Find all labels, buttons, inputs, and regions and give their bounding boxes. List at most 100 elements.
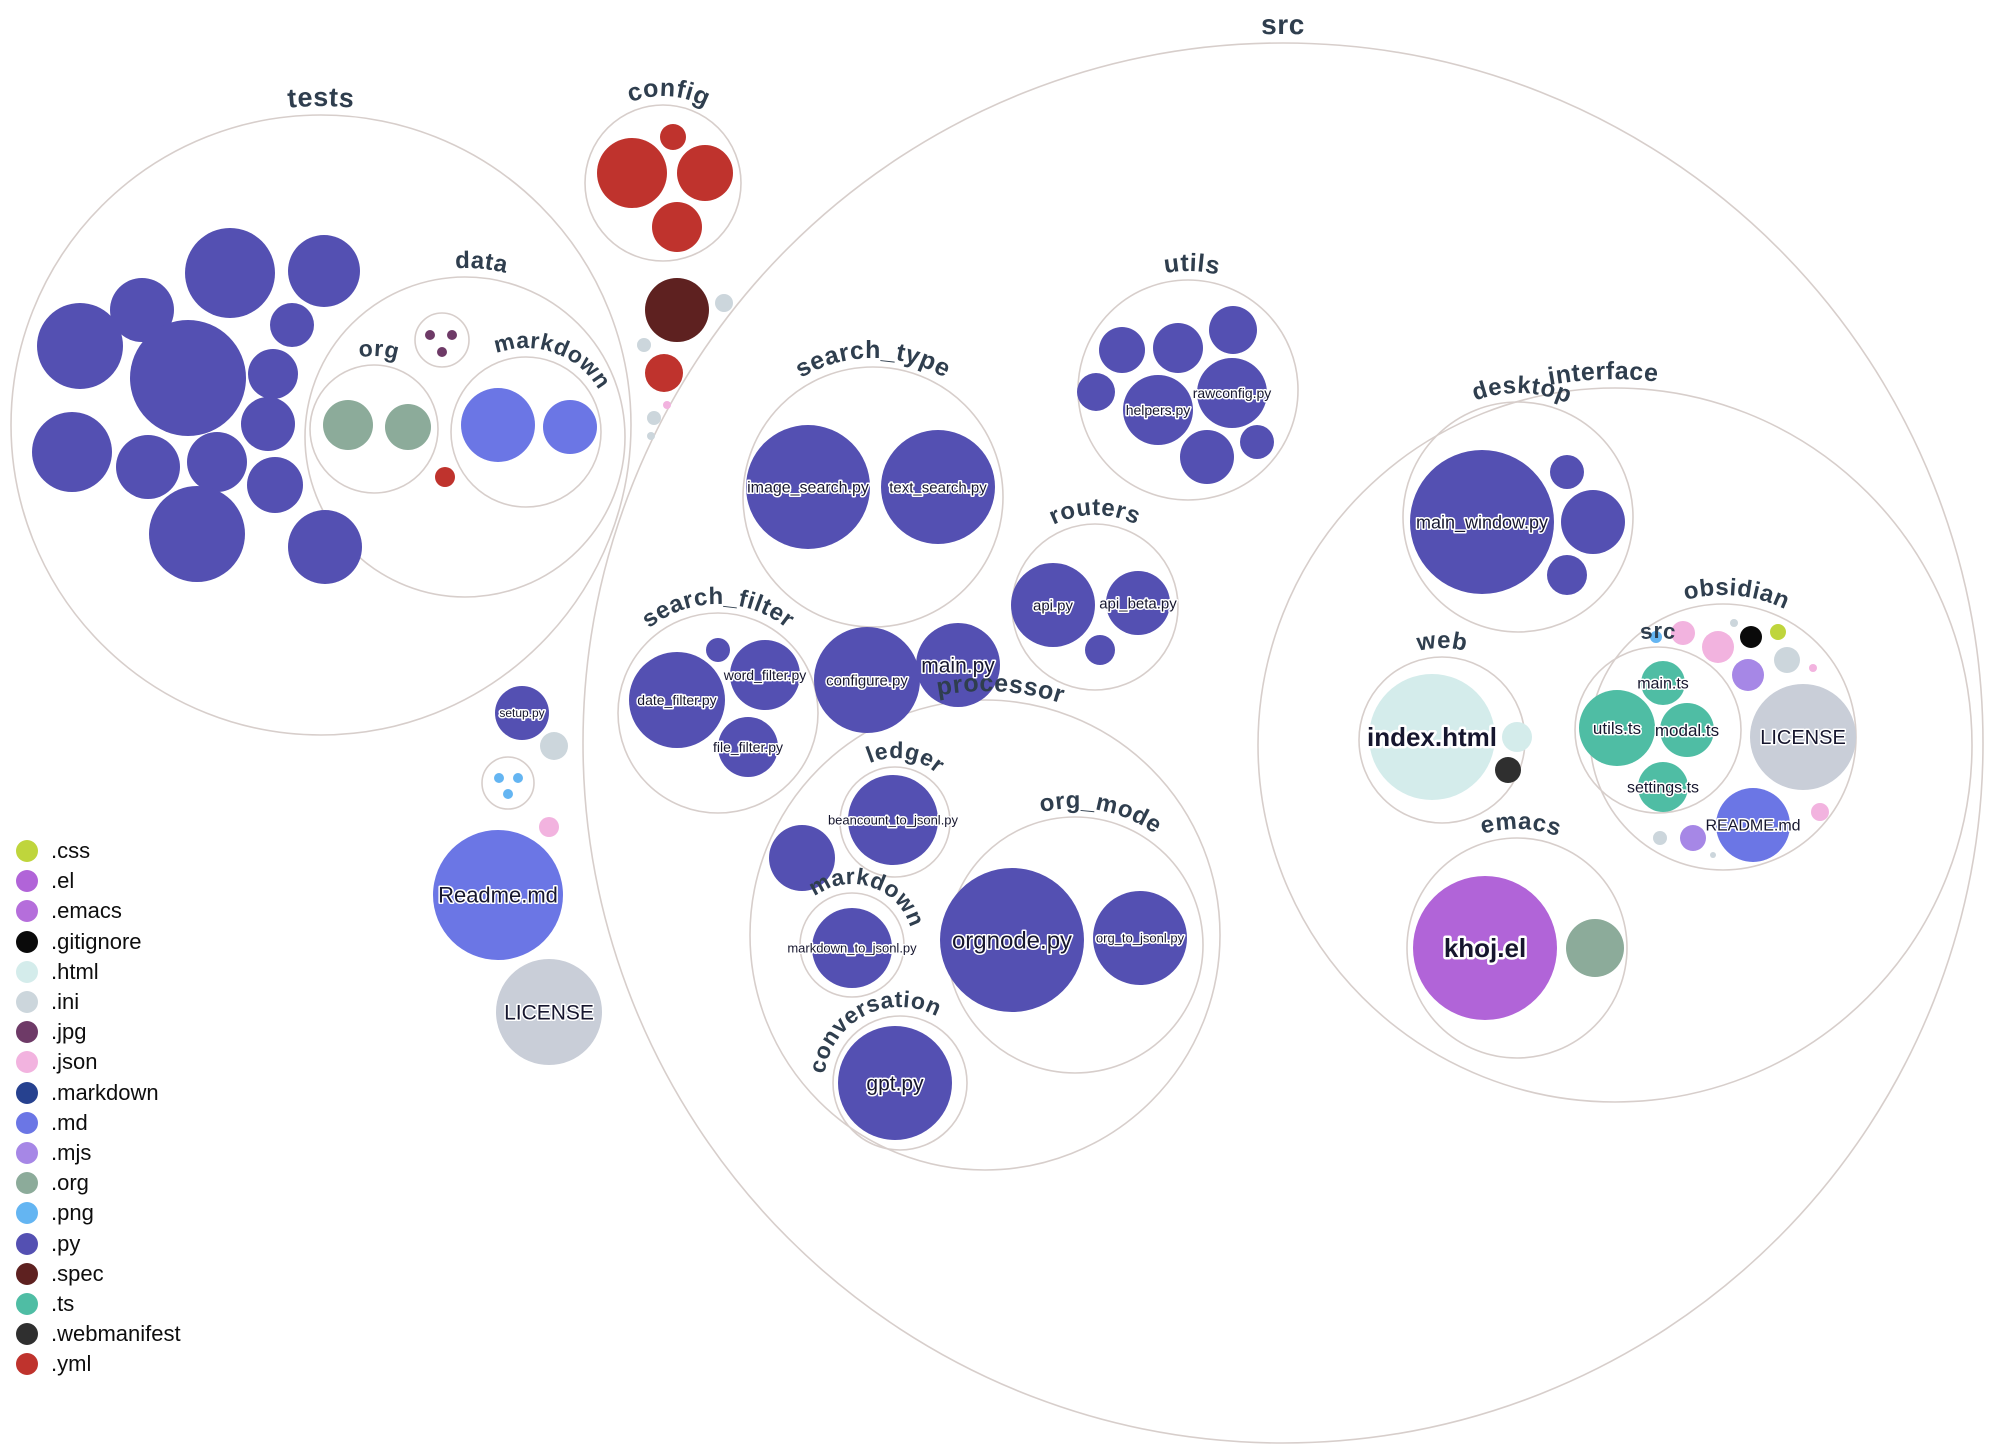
file-circle-jpg [447,330,457,340]
file-circle-py [32,412,112,492]
dir-label-markdown: markdown [491,327,617,393]
legend-swatch-py [16,1232,38,1255]
dir-circle-interface [1257,387,1973,1103]
file-label-image-search-py: image_search.py [747,480,869,497]
legend-swatch-html [16,960,38,983]
legend-swatch-png [16,1202,38,1225]
file-circle-markdown-to-jsonl-py [812,908,892,988]
legend-item-mjs: .mjs [16,1138,181,1168]
dir-label-config: config [624,74,715,113]
dir-circle-ledger [839,766,951,878]
file-label-readme-md: Readme.md [438,883,558,908]
file-circle-webmanifest [1495,757,1521,783]
file-circle-png [513,773,523,783]
file-circle-mjs [1680,825,1706,851]
legend-item-png: .png [16,1198,181,1228]
file-label-license: LICENSE [1760,727,1846,749]
legend-swatch-org [16,1172,38,1195]
legend-label-org: .org [51,1170,89,1196]
legend-swatch-webmanifest [16,1323,38,1346]
file-circle-yml [660,124,686,150]
file-label-file-filter-py: file_filter.py [713,739,783,755]
file-circle-spec [645,278,709,342]
legend-item-html: .html [16,957,181,987]
file-circle-ini [1653,831,1667,845]
dir-circle-processor [749,699,1221,1171]
file-label-beancount-to-jsonl-py: beancount_to_jsonl.py [828,813,959,828]
file-circle-py [187,432,247,492]
dir-circle-config [584,104,742,262]
file-circle-yml [645,354,683,392]
legend-swatch-yml [16,1353,38,1376]
file-circle-image-search-py [746,425,870,549]
file-circle-readme-md [1716,788,1790,862]
file-circle-py [130,320,246,436]
file-circle-word-filter-py [730,640,800,710]
file-label-api-beta-py: api_beta.py [1099,595,1177,612]
file-label-markdown-to-jsonl-py: markdown_to_jsonl.py [787,941,917,956]
file-circle-json [1671,621,1695,645]
legend-swatch-jpg [16,1021,38,1044]
file-circle-md [461,388,535,462]
file-circle-md [543,400,597,454]
file-circle-py [270,303,314,347]
legend-label-html: .html [51,958,99,984]
file-label-utils-ts: utils.ts [1593,719,1641,738]
dir-label-search-type: search_type [790,336,955,383]
file-circle-file-filter-py [718,717,778,777]
file-label-gpt-py: gpt.py [866,1072,924,1095]
file-circle-py [769,825,835,891]
file-circle-text-search-py [881,430,995,544]
legend-item-org: .org [16,1168,181,1198]
legend-item-gitignore: .gitignore [16,927,181,957]
legend-label-markdown: .markdown [51,1079,159,1105]
file-circle-json [539,817,559,837]
file-circle-py [149,486,245,582]
file-circle-css [1770,624,1786,640]
file-label-main-py: main.py [921,654,995,677]
legend-label-ts: .ts [51,1290,75,1316]
file-circle-beancount-to-jsonl-py [848,775,938,865]
file-circle-py [1153,323,1203,373]
file-circle-py [37,303,123,389]
dir-label-search-filter: search_filter [637,583,800,633]
dir-circle-src [582,42,1984,1444]
file-label-org-to-jsonl-py: org_to_jsonl.py [1096,931,1185,946]
legend-item-json: .json [16,1047,181,1077]
legend-label-ini: .ini [51,989,80,1015]
legend-label-gitignore: .gitignore [51,928,142,954]
file-circle-api-beta-py [1106,571,1170,635]
file-circle-py [1077,373,1115,411]
file-circle-api-py [1011,563,1095,647]
dir-circle-markdown [450,356,602,508]
file-circle-index-html [1369,674,1495,800]
file-circle-setup-py [495,686,549,740]
file-circle-settings-ts [1638,762,1688,812]
file-circle-gitignore [1740,626,1762,648]
file-circle-khoj-el [1413,876,1557,1020]
file-circle-ini [1710,852,1716,858]
file-label-khoj-el: khoj.el [1444,933,1526,963]
file-label-configure-py: configure.py [826,672,908,689]
file-circle-yml [435,467,455,487]
file-circle-py [110,278,174,342]
file-circle-ini [1774,647,1800,673]
legend-swatch-gitignore [16,930,38,953]
file-circle-date-filter-py [629,652,725,748]
dir-label-interface: interface [1546,357,1660,391]
legend-label-emacs: .emacs [51,898,122,924]
legend-item-py: .py [16,1228,181,1258]
file-label-modal-ts: modal.ts [1655,721,1719,740]
legend-label-spec: .spec [51,1260,104,1286]
legend-swatch-css [16,840,38,863]
file-circle-configure-py [814,627,920,733]
file-circle-py [185,228,275,318]
file-label-main-ts: main.ts [1637,676,1689,693]
dir-circle-search-filter [617,612,819,814]
legend-item-emacs: .emacs [16,896,181,926]
legend-label-png: .png [51,1200,94,1226]
file-circle-main-py [916,623,1000,707]
legend-item-ini: .ini [16,987,181,1017]
